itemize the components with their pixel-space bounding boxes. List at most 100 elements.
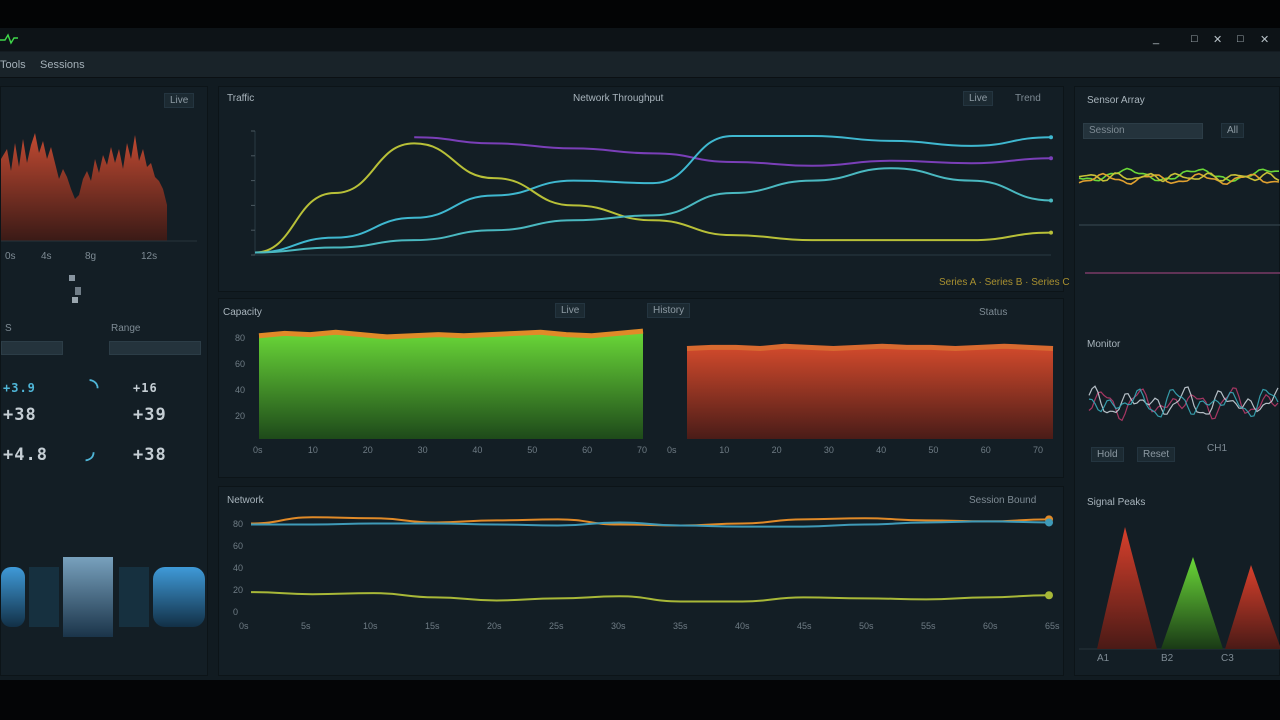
chart3-series-0 — [250, 516, 1050, 527]
close-all-button[interactable]: ✕ — [1260, 34, 1270, 46]
bottom-y-tick-4: 0 — [233, 607, 238, 617]
chart3-series-2-end-point — [1045, 591, 1053, 600]
bottom-x-tick-2: 10s — [363, 621, 378, 631]
bottom-x-tick-9: 45s — [797, 621, 812, 631]
peak-tick-0: A1 — [1097, 653, 1110, 664]
sparkline-2 — [1078, 171, 1280, 183]
left-panel: Live 0s 4s 8g 12s S Range +3.9 +38 +4.8 … — [0, 86, 208, 676]
peak-1 — [1097, 527, 1157, 649]
chart1-series-1-end-point — [1049, 135, 1053, 140]
session-field[interactable] — [1083, 123, 1203, 139]
restore-button[interactable]: □ — [1237, 33, 1244, 45]
capacity-block-green-edge — [258, 328, 644, 340]
chart3-series-1-end-point — [1045, 518, 1053, 527]
level-bars — [1, 557, 205, 637]
top-chart-title: Traffic — [227, 93, 255, 104]
stat-field-right[interactable] — [109, 341, 201, 355]
bars-chart-panel: Capacity Live History Status 80 60 40 20 0s 1… — [218, 298, 1064, 478]
bars-x-tick-left-2: 20 — [363, 445, 373, 455]
capacity-block-red-edge — [686, 343, 1054, 352]
bottom-y-tick-2: 40 — [233, 563, 243, 573]
spectrum-tick-2: 8g — [85, 251, 97, 262]
spectrum-tick-3: 12s — [141, 251, 158, 262]
readout-right-1: +39 — [133, 405, 167, 425]
top-chart-live-button[interactable]: Live — [963, 91, 994, 106]
bars-x-tick-left-7: 70 — [637, 445, 647, 455]
bars-chart-title: Capacity — [223, 307, 262, 318]
chart1-series-1 — [254, 134, 1052, 254]
spectrum-area — [1, 133, 167, 241]
bottom-x-tick-10: 50s — [859, 621, 874, 631]
bars-x-tick-right-7: 70 — [1033, 445, 1043, 455]
close-button[interactable]: ✕ — [1213, 34, 1223, 46]
peak-tick-2: C3 — [1221, 653, 1234, 664]
chart1-series-0-end-point — [1049, 156, 1053, 161]
bars-x-tick-right-0: 0s — [667, 445, 677, 455]
reset-button[interactable]: Reset — [1137, 447, 1176, 462]
menu-bar: Tools Sessions — [0, 52, 1280, 78]
bars-x-tick-right-3: 30 — [824, 445, 834, 455]
readout-left-1: +38 — [3, 405, 37, 425]
waveform-0 — [1088, 387, 1279, 422]
monitor-waveform — [1088, 385, 1279, 422]
hold-button[interactable]: Hold — [1091, 447, 1124, 462]
maximize-button[interactable]: □ — [1191, 33, 1198, 45]
level-bar-3 — [63, 557, 113, 637]
top-chart-footer: Series A · Series B · Series C — [939, 277, 1070, 288]
bottom-chart-legend: Session Bound — [969, 495, 1037, 506]
bars-x-tick-right-1: 10 — [719, 445, 729, 455]
bottom-x-tick-3: 15s — [425, 621, 440, 631]
capacity-block-red — [687, 346, 1053, 439]
level-bar-2 — [29, 567, 59, 627]
stat-label-range: Range — [111, 323, 141, 334]
bottom-y-tick-1: 60 — [233, 541, 243, 551]
bars-tab-history[interactable]: History — [647, 303, 691, 318]
bottom-x-tick-6: 30s — [611, 621, 626, 631]
bars-x-tick-right-2: 20 — [772, 445, 782, 455]
channel-caption: CH1 — [1207, 443, 1228, 454]
menu-item-sessions[interactable]: Sessions — [40, 59, 85, 71]
bottom-y-tick-3: 20 — [233, 585, 243, 595]
level-bar-1 — [1, 567, 25, 627]
bottom-x-tick-5: 25s — [549, 621, 564, 631]
bottom-x-tick-12: 60s — [983, 621, 998, 631]
readout-left-0: +3.9 — [3, 381, 36, 395]
sensor-sparklines — [1078, 167, 1280, 274]
bars-tab-live[interactable]: Live — [555, 303, 586, 318]
top-chart-panel: Traffic Network Throughput Live Trend Se… — [218, 86, 1070, 292]
bars-x-tick-right-6: 60 — [981, 445, 991, 455]
peaks-title: Signal Peaks — [1087, 497, 1146, 508]
all-button[interactable]: All — [1221, 123, 1245, 138]
top-chart-subtitle: Network Throughput — [573, 93, 664, 104]
peak-2 — [1161, 557, 1223, 649]
bars-y-tick-2: 40 — [235, 385, 245, 395]
chart1-series-3-end-point — [1049, 198, 1053, 203]
chart3-series-1 — [250, 520, 1050, 528]
bars-x-tick-left-4: 40 — [472, 445, 482, 455]
monitor-title: Monitor — [1087, 339, 1121, 350]
capacity-area-chart: 80 60 40 20 0s 10 20 30 40 50 60 70 0s 10 20 30 40 50 60 70 — [235, 328, 1054, 455]
minimize-button[interactable]: _ — [1153, 33, 1160, 45]
bottom-letterbox — [0, 680, 1280, 720]
spectrum-tick-1: 4s — [41, 251, 52, 262]
bottom-x-tick-11: 55s — [921, 621, 936, 631]
app-logo-icon — [0, 33, 18, 45]
bars-x-tick-right-5: 50 — [928, 445, 938, 455]
bars-x-tick-left-0: 0s — [253, 445, 263, 455]
title-bar: _ □ ✕ □ ✕ — [0, 28, 1280, 52]
menu-item-tools[interactable]: Tools — [0, 59, 26, 71]
bars-y-tick-0: 80 — [235, 333, 245, 343]
peaks-chart — [1079, 527, 1280, 650]
right-panel-title: Sensor Array — [1087, 95, 1145, 106]
stat-field-left[interactable] — [1, 341, 63, 355]
bottom-x-tick-7: 35s — [673, 621, 688, 631]
live-button[interactable]: Live — [164, 93, 195, 108]
bottom-x-tick-1: 5s — [301, 621, 311, 631]
peak-3 — [1225, 565, 1280, 649]
bottom-x-tick-4: 20s — [487, 621, 502, 631]
chart3-series-2 — [250, 591, 1050, 603]
bottom-x-tick-8: 40s — [735, 621, 750, 631]
stat-label-s: S — [5, 323, 12, 334]
gauge-icon-top: ◝ — [85, 369, 105, 404]
bottom-chart-title: Network — [227, 495, 264, 506]
